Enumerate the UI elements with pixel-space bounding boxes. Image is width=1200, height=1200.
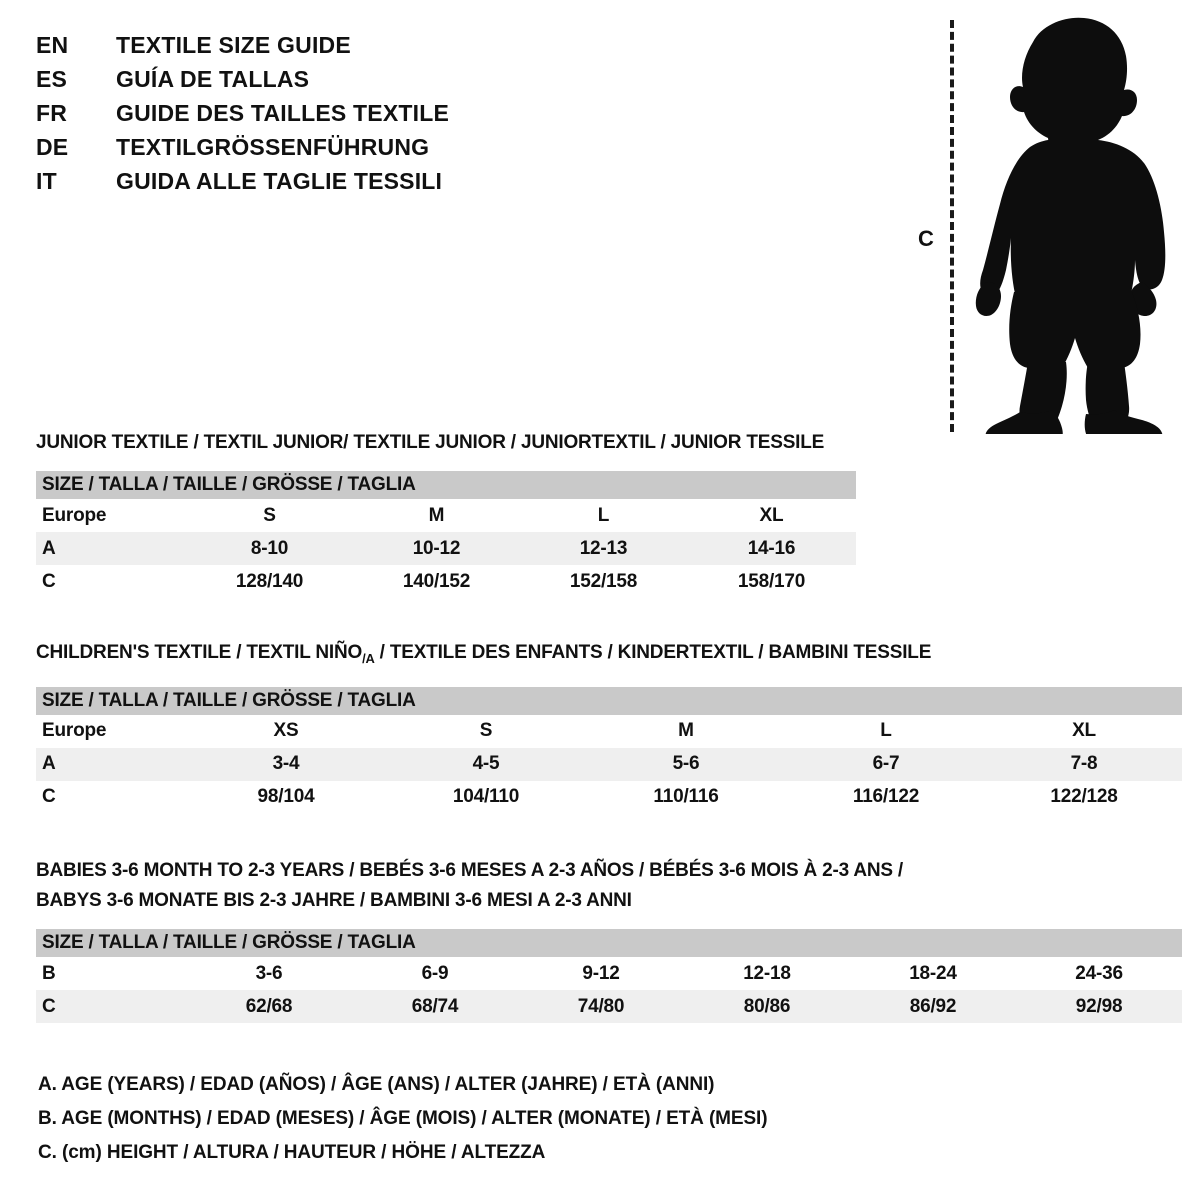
children-row-europe-label: Europe	[36, 714, 186, 748]
junior-a-l: 12-13	[520, 532, 687, 565]
babies-row-b: B 3-6 6-9 9-12 12-18 18-24 24-36	[36, 957, 1183, 990]
junior-table-header-bar: SIZE / TALLA / TAILLE / GRÖSSE / TAGLIA	[36, 471, 856, 499]
title-row-en: EN TEXTILE SIZE GUIDE	[36, 32, 656, 66]
junior-row-a: A 8-10 10-12 12-13 14-16	[36, 532, 856, 565]
junior-a-s: 8-10	[186, 532, 353, 565]
language-code-de: DE	[36, 134, 69, 160]
height-illustration: C	[900, 14, 1190, 434]
title-row-fr: FR GUIDE DES TAILLES TEXTILE	[36, 100, 656, 134]
junior-a-xl: 14-16	[687, 532, 856, 565]
junior-c-xl: 158/170	[687, 565, 856, 598]
height-dashed-line	[950, 20, 954, 432]
children-row-a: A 3-4 4-5 5-6 6-7 7-8	[36, 747, 1183, 781]
language-code-it: IT	[36, 168, 57, 194]
section-childrens-textile: CHILDREN'S TEXTILE / TEXTIL NIÑO/A / TEX…	[36, 638, 1183, 814]
junior-c-l: 152/158	[520, 565, 687, 598]
junior-europe-s: S	[186, 499, 353, 532]
guide-title-fr: GUIDE DES TAILLES TEXTILE	[116, 100, 449, 126]
toddler-silhouette-icon	[970, 14, 1185, 434]
babies-b-col5: 18-24	[850, 957, 1016, 990]
babies-row-b-label: B	[36, 957, 186, 990]
section-title-children-post: / TEXTILE DES ENFANTS / KINDERTEXTIL / B…	[374, 642, 932, 663]
babies-c-col6: 92/98	[1016, 990, 1183, 1023]
children-europe-m: M	[586, 714, 786, 748]
children-c-xs: 98/104	[186, 780, 386, 814]
children-size-bar-label: SIZE / TALLA / TAILLE / GRÖSSE / TAGLIA	[36, 686, 1183, 715]
section-title-babies-line2: BABYS 3-6 MONATE BIS 2-3 JAHRE / BAMBINI…	[36, 890, 632, 911]
language-code-fr: FR	[36, 100, 68, 126]
junior-c-s: 128/140	[186, 565, 353, 598]
measurement-legend: A. AGE (YEARS) / EDAD (AÑOS) / ÂGE (ANS)…	[38, 1068, 898, 1170]
junior-row-europe-label: Europe	[36, 499, 186, 532]
section-title-children-sub: /A	[362, 650, 375, 666]
height-marker-label: C	[918, 226, 934, 251]
babies-row-c: C 62/68 68/74 74/80 80/86 86/92 92/98	[36, 990, 1183, 1023]
children-c-xl: 122/128	[986, 780, 1183, 814]
junior-row-europe: Europe S M L XL	[36, 499, 856, 532]
children-a-s: 4-5	[386, 747, 586, 781]
junior-c-m: 140/152	[353, 565, 520, 598]
children-row-c: C 98/104 104/110 110/116 116/122 122/128	[36, 780, 1183, 814]
legend-line-a: A. AGE (YEARS) / EDAD (AÑOS) / ÂGE (ANS)…	[38, 1074, 715, 1095]
section-title-babies-line1: BABIES 3-6 MONTH TO 2-3 YEARS / BEBÉS 3-…	[36, 860, 904, 881]
guide-title-it: GUIDA ALLE TAGLIE TESSILI	[116, 168, 443, 194]
children-c-m: 110/116	[586, 780, 786, 814]
guide-title-de: TEXTILGRÖSSENFÜHRUNG	[116, 134, 430, 160]
babies-b-col1: 3-6	[186, 957, 352, 990]
title-row-it: IT GUIDA ALLE TAGLIE TESSILI	[36, 168, 656, 202]
children-europe-l: L	[786, 714, 986, 748]
babies-table-header-bar: SIZE / TALLA / TAILLE / GRÖSSE / TAGLIA	[36, 929, 1183, 957]
junior-europe-m: M	[353, 499, 520, 532]
section-title-children: CHILDREN'S TEXTILE / TEXTIL NIÑO/A / TEX…	[36, 638, 1182, 674]
junior-row-c: C 128/140 140/152 152/158 158/170	[36, 565, 856, 598]
babies-c-col2: 68/74	[352, 990, 518, 1023]
language-code-es: ES	[36, 66, 68, 92]
children-c-l: 116/122	[786, 780, 986, 814]
legend-line-c: C. (cm) HEIGHT / ALTURA / HAUTEUR / HÖHE…	[38, 1142, 546, 1163]
children-c-s: 104/110	[386, 780, 586, 814]
babies-c-col4: 80/86	[684, 990, 850, 1023]
junior-row-c-label: C	[36, 565, 186, 598]
children-row-europe: Europe XS S M L XL	[36, 714, 1183, 748]
children-row-a-label: A	[36, 747, 186, 781]
children-europe-xs: XS	[186, 714, 386, 748]
children-size-table: SIZE / TALLA / TAILLE / GRÖSSE / TAGLIA …	[36, 686, 1183, 814]
junior-row-a-label: A	[36, 532, 186, 565]
babies-c-col3: 74/80	[518, 990, 684, 1023]
section-babies-textile: BABIES 3-6 MONTH TO 2-3 YEARS / BEBÉS 3-…	[36, 856, 1183, 1023]
children-table-header-bar: SIZE / TALLA / TAILLE / GRÖSSE / TAGLIA	[36, 686, 1183, 715]
guide-title-es: GUÍA DE TALLAS	[116, 66, 310, 92]
junior-europe-xl: XL	[687, 499, 856, 532]
title-row-de: DE TEXTILGRÖSSENFÜHRUNG	[36, 134, 656, 168]
guide-title-en: TEXTILE SIZE GUIDE	[116, 32, 351, 58]
children-a-xl: 7-8	[986, 747, 1183, 781]
babies-size-table: SIZE / TALLA / TAILLE / GRÖSSE / TAGLIA …	[36, 929, 1183, 1023]
babies-b-col4: 12-18	[684, 957, 850, 990]
babies-size-bar-label: SIZE / TALLA / TAILLE / GRÖSSE / TAGLIA	[36, 929, 1183, 957]
babies-c-col1: 62/68	[186, 990, 352, 1023]
section-junior-textile: JUNIOR TEXTILE / TEXTIL JUNIOR/ TEXTILE …	[36, 428, 856, 598]
legend-line-b: B. AGE (MONTHS) / EDAD (MESES) / ÂGE (MO…	[38, 1108, 768, 1129]
children-a-l: 6-7	[786, 747, 986, 781]
section-title-junior: JUNIOR TEXTILE / TEXTIL JUNIOR/ TEXTILE …	[36, 432, 825, 453]
junior-europe-l: L	[520, 499, 687, 532]
children-a-m: 5-6	[586, 747, 786, 781]
section-title-children-pre: CHILDREN'S TEXTILE / TEXTIL NIÑO	[36, 642, 363, 663]
junior-a-m: 10-12	[353, 532, 520, 565]
junior-size-table: SIZE / TALLA / TAILLE / GRÖSSE / TAGLIA …	[36, 471, 856, 598]
title-row-es: ES GUÍA DE TALLAS	[36, 66, 656, 100]
babies-b-col3: 9-12	[518, 957, 684, 990]
babies-row-c-label: C	[36, 990, 186, 1023]
multilingual-title-block: EN TEXTILE SIZE GUIDE ES GUÍA DE TALLAS …	[36, 32, 656, 202]
babies-b-col2: 6-9	[352, 957, 518, 990]
babies-c-col5: 86/92	[850, 990, 1016, 1023]
junior-size-bar-label: SIZE / TALLA / TAILLE / GRÖSSE / TAGLIA	[36, 471, 856, 499]
children-europe-s: S	[386, 714, 586, 748]
children-row-c-label: C	[36, 780, 186, 814]
babies-b-col6: 24-36	[1016, 957, 1183, 990]
language-code-en: EN	[36, 32, 69, 58]
children-europe-xl: XL	[986, 714, 1183, 748]
children-a-xs: 3-4	[186, 747, 386, 781]
